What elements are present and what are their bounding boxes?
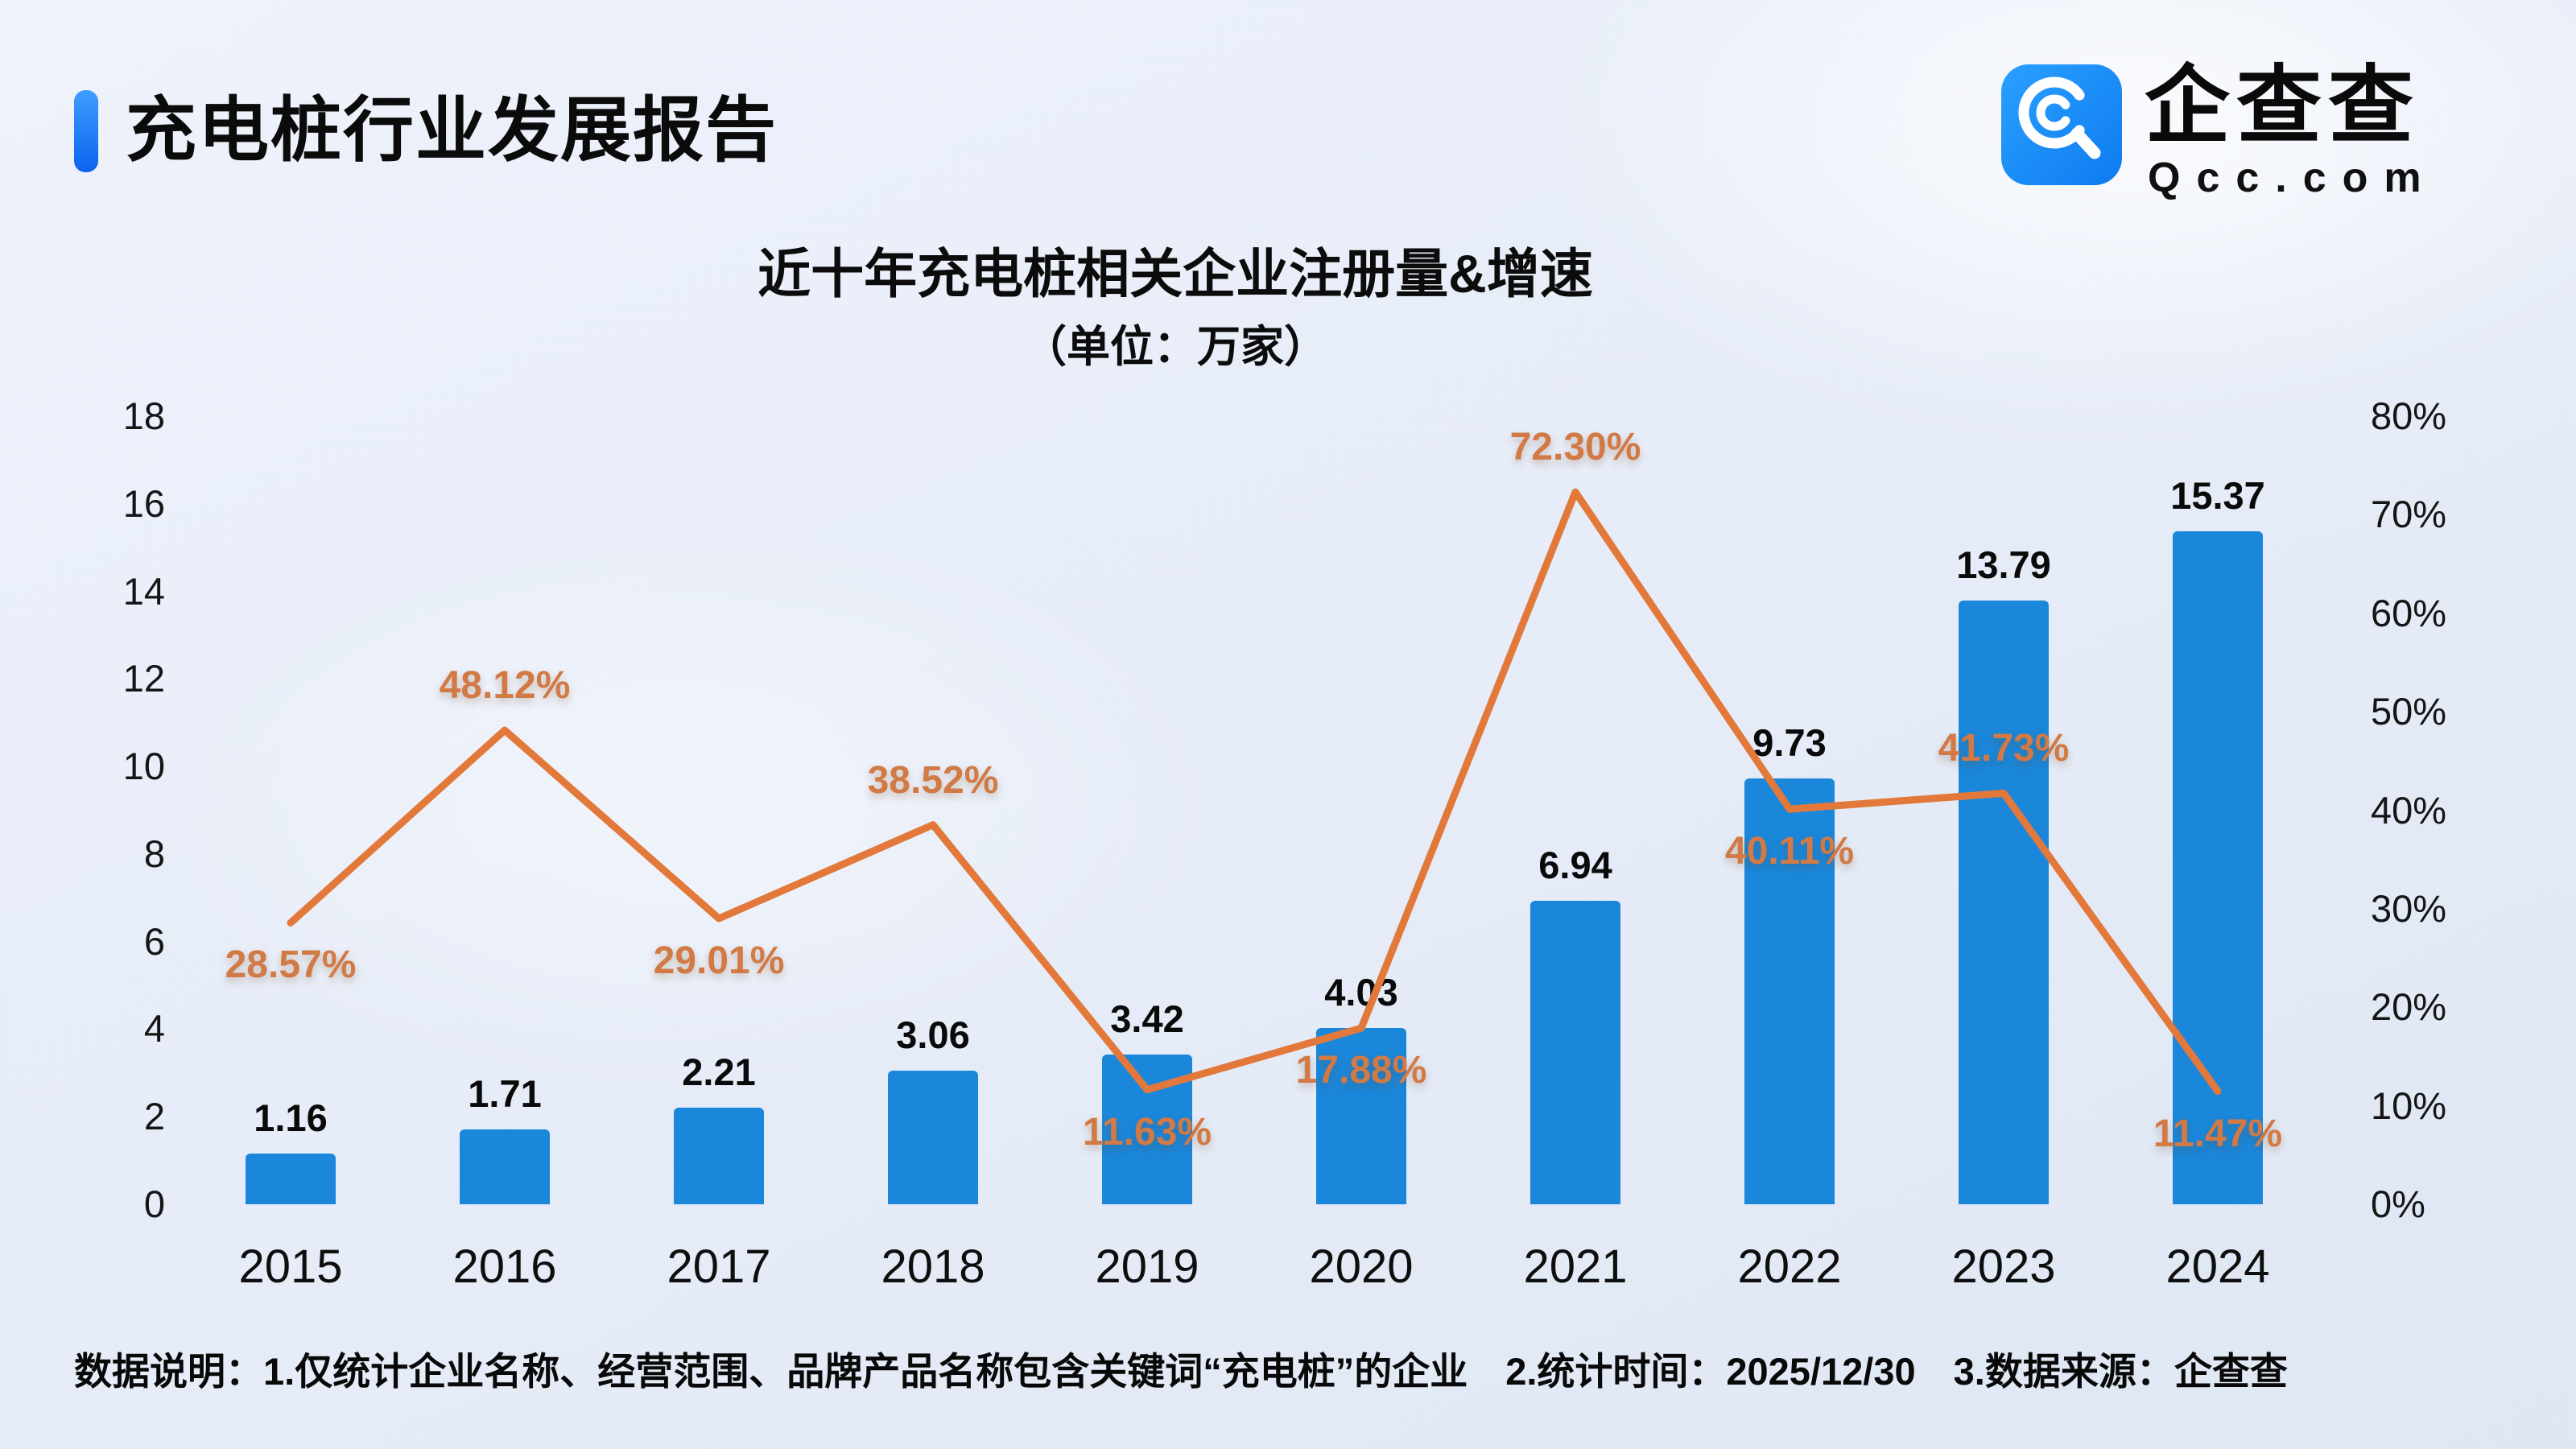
growth-rate-label: 72.30% [1509, 426, 1641, 469]
y-axis-right-tick: 50% [2371, 690, 2447, 733]
growth-rate-label: 17.88% [1295, 1049, 1427, 1092]
bar-2018 [888, 1070, 978, 1204]
qcc-logo-icon [2001, 64, 2122, 185]
bar-value-label: 6.94 [1538, 843, 1612, 886]
y-axis-right-tick: 70% [2371, 493, 2447, 536]
bar-2017 [674, 1107, 764, 1204]
bar-2016 [460, 1129, 550, 1204]
growth-rate-label: 38.52% [867, 758, 999, 802]
bar-value-label: 3.06 [896, 1013, 970, 1056]
y-axis-left-tick: 12 [122, 657, 165, 700]
bar-value-label: 15.37 [2170, 474, 2265, 518]
growth-rate-label: 40.11% [1724, 830, 1855, 873]
bar-value-label: 3.42 [1110, 997, 1184, 1040]
x-axis-label: 2024 [2165, 1241, 2270, 1293]
chart-subtitle: （单位：万家） [1023, 323, 1327, 371]
growth-rate-label: 28.57% [225, 943, 357, 987]
qcc-logo: 企查查 Qcc.com [2001, 59, 2516, 201]
growth-rate-label: 41.73% [1938, 727, 2070, 770]
bar-value-label: 9.73 [1752, 720, 1827, 764]
x-axis-label: 2020 [1309, 1241, 1414, 1293]
bar-2023 [1959, 600, 2049, 1204]
y-axis-left-tick: 16 [122, 481, 165, 525]
bar-value-label: 13.79 [1956, 543, 2051, 586]
y-axis-left-tick: 18 [122, 394, 165, 437]
growth-rate-label: 48.12% [439, 664, 571, 708]
y-axis-left-tick: 2 [143, 1095, 165, 1138]
y-axis-right-tick: 30% [2371, 886, 2447, 930]
page-title: 充电桩行业发展报告 [126, 90, 778, 170]
bar-value-label: 4.03 [1324, 970, 1398, 1013]
y-axis-left-tick: 10 [122, 745, 165, 788]
x-axis-label: 2021 [1523, 1241, 1628, 1293]
bar-2022 [1744, 778, 1835, 1204]
growth-rate-label: 11.47% [2153, 1112, 2283, 1155]
growth-rate-label: 11.63% [1082, 1110, 1212, 1154]
bar-value-label: 2.21 [682, 1050, 756, 1093]
logo-domain: Qcc.com [2148, 155, 2438, 201]
y-axis-left-tick: 4 [143, 1007, 165, 1051]
y-axis-right-tick: 80% [2371, 394, 2447, 437]
bar-2021 [1530, 900, 1620, 1204]
x-axis-label: 2018 [881, 1241, 985, 1293]
x-axis-label: 2022 [1737, 1241, 1842, 1293]
y-axis-left-tick: 8 [143, 832, 165, 875]
y-axis-right-tick: 20% [2371, 985, 2447, 1029]
y-axis-left-tick: 6 [143, 919, 165, 963]
x-axis-label: 2016 [452, 1241, 557, 1293]
bar-value-label: 1.71 [468, 1071, 542, 1115]
x-axis-label: 2023 [1951, 1241, 2056, 1293]
y-axis-right-tick: 60% [2371, 591, 2447, 634]
bar-value-label: 1.16 [254, 1096, 328, 1139]
y-axis-right-tick: 10% [2371, 1084, 2447, 1127]
y-axis-left-tick: 14 [122, 569, 165, 613]
growth-rate-label: 29.01% [653, 939, 785, 982]
bar-2020 [1316, 1027, 1406, 1204]
logo-brand-name: 企查查 [2145, 59, 2420, 154]
x-axis-label: 2015 [238, 1241, 343, 1293]
chart-title: 近十年充电桩相关企业注册量&增速 [758, 244, 1593, 303]
footnote: 数据说明：1.仅统计企业名称、经营范围、品牌产品名称包含关键词“充电桩”的企业 … [74, 1350, 2288, 1393]
y-axis-right-tick: 40% [2371, 788, 2447, 832]
title-accent-bar [74, 90, 98, 172]
bar-2015 [246, 1153, 336, 1204]
y-axis-right-tick: 0% [2371, 1183, 2425, 1225]
x-axis-label: 2019 [1095, 1241, 1199, 1293]
y-axis-left-tick: 0 [143, 1183, 165, 1225]
x-axis-label: 2017 [667, 1241, 771, 1293]
